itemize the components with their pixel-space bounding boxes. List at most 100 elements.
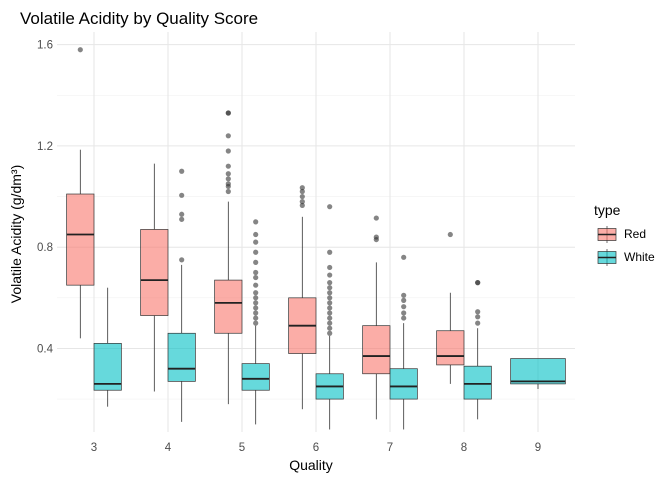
outlier-point: [225, 110, 231, 116]
outlier-point: [327, 315, 333, 321]
box-white-quality-3: [93, 287, 122, 407]
outlier-point: [401, 297, 407, 303]
y-axis-label: Volatile Acidity (g/dm³): [8, 165, 24, 304]
outlier-point: [253, 269, 259, 276]
y-tick-label: 1.2: [37, 141, 53, 153]
outlier-point: [373, 234, 379, 240]
outlier-point: [327, 272, 333, 278]
outlier-point: [475, 280, 481, 286]
box-iqr: [389, 368, 418, 400]
y-axis-ticks: 0.4 0.8 1.2 1.6: [37, 40, 54, 356]
x-tick-label: 8: [461, 442, 467, 454]
outlier-point: [179, 211, 185, 217]
box-white-quality-9: [510, 358, 566, 389]
y-tick-label: 0.8: [37, 242, 53, 254]
outlier-point: [253, 300, 259, 306]
x-axis-label: Quality: [289, 457, 333, 473]
box-red-quality-6: [288, 185, 317, 410]
x-axis-ticks: 3 4 5 6 7 8 9: [91, 442, 541, 454]
outlier-point: [299, 185, 305, 191]
outlier-point: [327, 280, 333, 286]
outlier-point: [225, 133, 231, 139]
outlier-point: [327, 310, 333, 316]
y-tick-label: 0.4: [37, 343, 54, 355]
outlier-point: [225, 163, 231, 169]
outlier-point: [327, 285, 333, 291]
box-white-quality-4: [167, 168, 196, 422]
outlier-point: [225, 148, 231, 154]
outlier-point: [253, 295, 259, 301]
outlier-point: [179, 257, 185, 263]
outlier-point: [475, 314, 481, 320]
legend-title: type: [594, 202, 621, 218]
outlier-point: [299, 193, 305, 200]
box-white-quality-6: [315, 204, 344, 430]
box-iqr: [463, 365, 492, 400]
outlier-point: [225, 176, 231, 182]
outlier-point: [327, 295, 333, 301]
outlier-point: [179, 168, 185, 174]
box-iqr: [214, 279, 243, 334]
x-tick-label: 6: [313, 442, 319, 454]
box-iqr: [241, 363, 270, 391]
box-iqr: [66, 193, 95, 286]
outlier-point: [225, 181, 231, 187]
outlier-point: [179, 192, 185, 198]
outlier-point: [327, 330, 333, 336]
outlier-point: [327, 305, 333, 311]
outlier-point: [225, 188, 231, 195]
outlier-point: [299, 199, 305, 205]
outlier-point: [327, 300, 333, 306]
legend: type Red White: [594, 202, 655, 266]
y-tick-label: 1.6: [37, 40, 53, 52]
outlier-point: [327, 290, 333, 296]
outlier-point: [327, 264, 333, 271]
outlier-point: [253, 305, 259, 311]
box-red-quality-5: [214, 110, 243, 405]
box-red-quality-7: [362, 215, 391, 420]
outlier-point: [401, 254, 407, 260]
outlier-point: [253, 282, 259, 288]
outlier-point: [225, 171, 231, 177]
outlier-point: [373, 215, 379, 221]
outlier-point: [253, 290, 259, 296]
legend-item-red: Red: [597, 226, 646, 243]
box-series: [66, 47, 566, 430]
outlier-point: [253, 259, 259, 265]
outlier-point: [475, 320, 481, 326]
outlier-point: [253, 219, 259, 225]
outlier-point: [327, 204, 333, 210]
outlier-point: [253, 231, 259, 238]
outlier-point: [299, 188, 305, 195]
outlier-point: [253, 249, 259, 255]
box-iqr: [436, 330, 465, 366]
outlier-point: [401, 310, 407, 316]
outlier-point: [253, 320, 259, 326]
legend-label: White: [624, 250, 655, 264]
box-iqr: [362, 325, 391, 375]
box-white-quality-5: [241, 219, 270, 425]
outlier-point: [253, 274, 259, 281]
box-red-quality-3: [66, 47, 95, 339]
x-tick-label: 3: [91, 442, 97, 454]
box-white-quality-8: [463, 280, 492, 420]
outlier-point: [327, 249, 333, 255]
box-white-quality-7: [389, 254, 418, 430]
outlier-point: [475, 309, 481, 315]
outlier-point: [327, 325, 333, 331]
box-red-quality-8: [436, 231, 465, 384]
x-tick-label: 5: [239, 442, 245, 454]
box-iqr: [167, 332, 196, 382]
outlier-point: [253, 315, 259, 321]
outlier-point: [327, 320, 333, 326]
legend-item-white: White: [597, 249, 655, 266]
x-tick-label: 9: [535, 442, 541, 454]
grid-lines: [57, 32, 575, 432]
outlier-point: [77, 47, 83, 53]
box-iqr: [93, 343, 122, 391]
box-red-quality-4: [140, 163, 169, 392]
x-tick-label: 7: [387, 442, 393, 454]
box-iqr: [140, 229, 169, 316]
